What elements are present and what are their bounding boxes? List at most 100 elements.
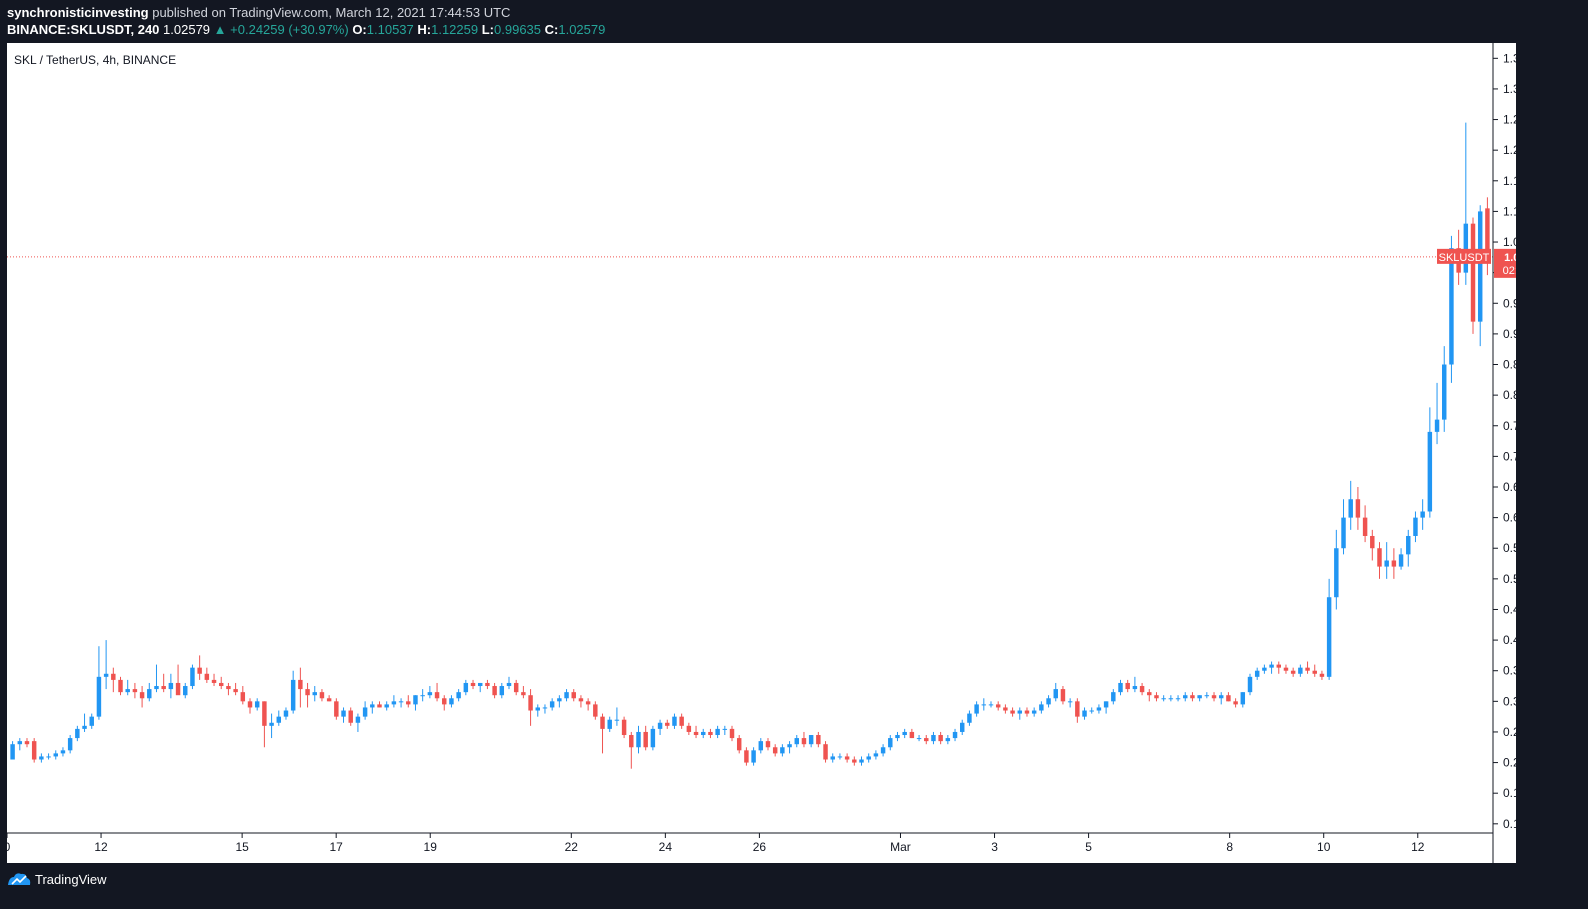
candle[interactable]	[298, 667, 303, 708]
candle[interactable]	[1003, 704, 1008, 714]
candle[interactable]	[513, 679, 519, 696]
candle[interactable]	[772, 744, 778, 757]
candle[interactable]	[686, 722, 692, 736]
candle[interactable]	[492, 682, 497, 699]
candle[interactable]	[1096, 704, 1102, 714]
candle[interactable]	[1118, 679, 1123, 696]
candle[interactable]	[53, 750, 58, 760]
candle[interactable]	[1319, 670, 1325, 680]
candle[interactable]	[269, 713, 274, 739]
candle[interactable]	[672, 713, 677, 729]
candle[interactable]	[701, 728, 706, 739]
candle[interactable]	[355, 713, 361, 732]
candle[interactable]	[1420, 499, 1425, 530]
candle[interactable]	[1204, 692, 1210, 699]
candle[interactable]	[1348, 480, 1353, 530]
candle[interactable]	[765, 738, 771, 751]
candle[interactable]	[406, 695, 411, 708]
candle[interactable]	[931, 731, 936, 745]
candle[interactable]	[1211, 692, 1217, 702]
candle[interactable]	[880, 744, 886, 757]
candle[interactable]	[477, 682, 483, 693]
candle[interactable]	[578, 695, 584, 708]
candle[interactable]	[974, 701, 979, 717]
candle[interactable]	[665, 719, 670, 729]
candle[interactable]	[312, 686, 317, 702]
candle[interactable]	[1406, 529, 1411, 567]
candle[interactable]	[967, 710, 972, 726]
candle[interactable]	[283, 707, 289, 720]
candle[interactable]	[873, 750, 879, 760]
candle[interactable]	[456, 689, 461, 702]
candle[interactable]	[1442, 346, 1447, 432]
candle[interactable]	[1183, 692, 1188, 702]
candle[interactable]	[736, 735, 742, 754]
candle[interactable]	[981, 698, 987, 711]
candle[interactable]	[988, 701, 994, 708]
candle[interactable]	[600, 713, 605, 754]
candle[interactable]	[1240, 692, 1246, 708]
candle[interactable]	[1154, 692, 1159, 702]
candle[interactable]	[1341, 499, 1346, 555]
candle[interactable]	[377, 701, 382, 708]
candle[interactable]	[1298, 664, 1303, 677]
candle[interactable]	[844, 753, 850, 763]
candle[interactable]	[938, 731, 943, 745]
candle[interactable]	[607, 716, 612, 732]
candle[interactable]	[758, 738, 764, 754]
candle[interactable]	[808, 735, 814, 748]
candle[interactable]	[1060, 686, 1066, 705]
candle[interactable]	[1269, 661, 1274, 674]
candle[interactable]	[168, 673, 174, 699]
candle[interactable]	[1355, 486, 1361, 530]
candle[interactable]	[1384, 542, 1389, 579]
candle[interactable]	[866, 753, 871, 763]
candle[interactable]	[1197, 695, 1202, 702]
candle[interactable]	[816, 731, 821, 748]
candle[interactable]	[852, 756, 857, 766]
candle[interactable]	[995, 701, 1001, 711]
candle[interactable]	[1103, 701, 1109, 714]
candle[interactable]	[463, 679, 469, 696]
candle[interactable]	[82, 713, 87, 732]
candle[interactable]	[17, 738, 23, 751]
candle[interactable]	[1161, 695, 1166, 702]
candle[interactable]	[571, 689, 576, 702]
candle[interactable]	[801, 731, 807, 748]
candle[interactable]	[1434, 382, 1440, 445]
candle[interactable]	[190, 664, 195, 690]
candle[interactable]	[391, 695, 397, 708]
candle[interactable]	[1046, 695, 1051, 708]
candle[interactable]	[427, 686, 433, 699]
candle[interactable]	[959, 719, 965, 736]
tradingview-brand[interactable]: TradingView	[7, 871, 107, 887]
candle[interactable]	[276, 710, 282, 726]
candle[interactable]	[305, 682, 310, 708]
candle[interactable]	[1398, 548, 1404, 570]
candle[interactable]	[650, 725, 656, 751]
candle[interactable]	[370, 701, 375, 714]
candle[interactable]	[175, 664, 181, 696]
candle[interactable]	[334, 698, 339, 720]
candle[interactable]	[1413, 511, 1418, 543]
candle[interactable]	[1082, 707, 1087, 720]
candle[interactable]	[89, 713, 94, 729]
candle[interactable]	[1233, 698, 1238, 708]
candle[interactable]	[528, 689, 533, 726]
candle[interactable]	[1334, 529, 1339, 610]
candle[interactable]	[1262, 664, 1267, 674]
candle[interactable]	[348, 707, 353, 726]
candle[interactable]	[1139, 682, 1145, 696]
candle[interactable]	[1175, 695, 1181, 702]
candle[interactable]	[888, 735, 893, 751]
candle[interactable]	[952, 728, 958, 742]
candle[interactable]	[111, 667, 116, 693]
candle[interactable]	[729, 725, 735, 742]
candle[interactable]	[1168, 695, 1174, 702]
candle[interactable]	[837, 753, 843, 760]
candle[interactable]	[780, 744, 785, 757]
candle[interactable]	[794, 735, 799, 748]
candle[interactable]	[125, 679, 130, 696]
candle[interactable]	[226, 682, 231, 696]
candle[interactable]	[636, 725, 641, 754]
